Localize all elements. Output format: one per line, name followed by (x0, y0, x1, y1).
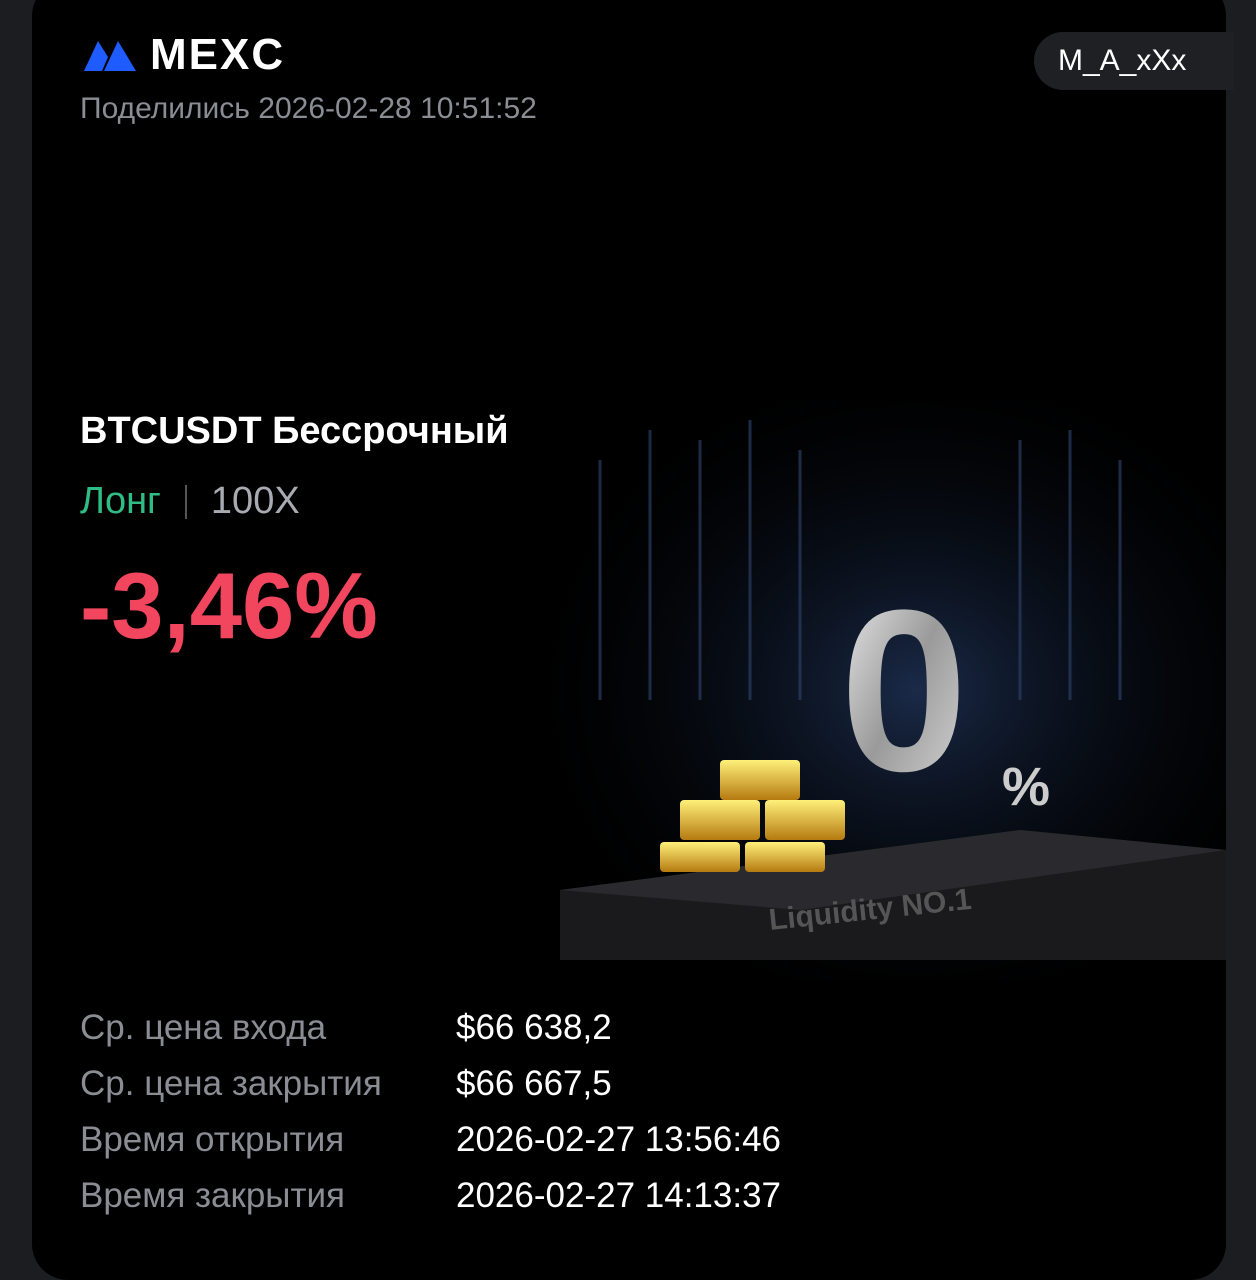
username-badge: M_A_xXx (1034, 32, 1234, 90)
detail-row: Время открытия 2026-02-27 13:56:46 (80, 1112, 781, 1168)
percent-glyph: % (1002, 757, 1050, 817)
gold-bars-icon (660, 760, 845, 872)
detail-row: Время закрытия 2026-02-27 14:13:37 (80, 1168, 781, 1224)
pnl-percent: -3,46% (80, 553, 378, 658)
side-label: Лонг (80, 480, 161, 522)
trade-details: Ср. цена входа $66 638,2 Ср. цена закрыти… (80, 1000, 781, 1224)
detail-value: $66 667,5 (456, 1064, 612, 1103)
mexc-logo: MEXC (82, 30, 285, 80)
logo-wordmark: MEXC (150, 30, 286, 79)
divider (184, 484, 187, 519)
detail-row: Ср. цена входа $66 638,2 (80, 1000, 781, 1056)
detail-value: 2026-02-27 13:56:46 (456, 1120, 781, 1159)
pair-title: BTCUSDT Бессрочный (80, 410, 509, 452)
position-side: Лонг 100X (80, 480, 300, 523)
shared-timestamp: Поделились 2026-02-28 10:51:52 (80, 92, 537, 125)
detail-row: Ср. цена закрытия $66 667,5 (80, 1056, 781, 1112)
mexc-logo-icon (84, 41, 136, 71)
detail-label: Время закрытия (80, 1176, 345, 1215)
detail-label: Ср. цена входа (80, 1008, 327, 1047)
leverage-label: 100X (210, 480, 300, 522)
detail-value: $66 638,2 (456, 1008, 612, 1047)
detail-label: Ср. цена закрытия (80, 1064, 382, 1103)
detail-value: 2026-02-27 14:13:37 (456, 1176, 781, 1215)
detail-label: Время открытия (80, 1120, 345, 1159)
promo-illustration: Liquidity NO.1 0 % (540, 400, 1226, 980)
zero-glyph: 0 (840, 562, 968, 819)
